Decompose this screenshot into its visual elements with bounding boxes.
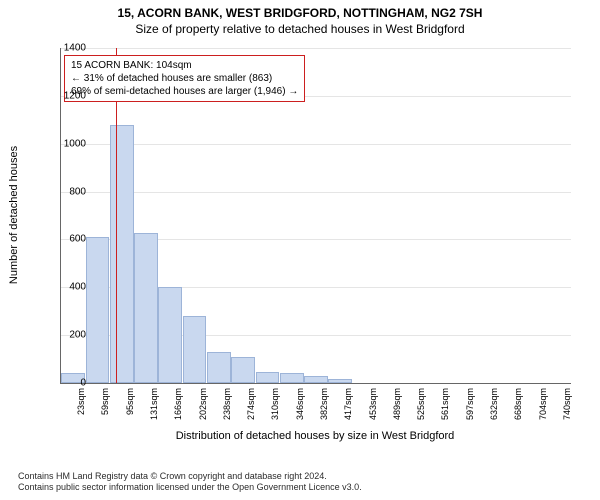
- x-tick-label: 597sqm: [465, 388, 475, 428]
- gridline: [61, 144, 571, 145]
- histogram-bar: [304, 376, 328, 383]
- y-tick-label: 1400: [56, 43, 86, 54]
- x-tick-label: 740sqm: [562, 388, 572, 428]
- histogram-bar: [134, 233, 158, 383]
- y-tick-label: 800: [56, 186, 86, 197]
- info-line-larger: 69% of semi-detached houses are larger (…: [71, 85, 298, 98]
- x-tick-label: 166sqm: [173, 388, 183, 428]
- x-tick-label: 632sqm: [489, 388, 499, 428]
- x-tick-label: 704sqm: [538, 388, 548, 428]
- gridline: [61, 192, 571, 193]
- x-tick-label: 453sqm: [368, 388, 378, 428]
- y-tick-label: 200: [56, 330, 86, 341]
- x-tick-label: 202sqm: [198, 388, 208, 428]
- info-line-smaller: ← 31% of detached houses are smaller (86…: [71, 72, 298, 85]
- x-tick-label: 274sqm: [246, 388, 256, 428]
- footer-line-2: Contains public sector information licen…: [18, 482, 362, 494]
- x-tick-label: 310sqm: [270, 388, 280, 428]
- x-tick-label: 489sqm: [392, 388, 402, 428]
- histogram-bar: [231, 357, 255, 383]
- page-subtitle: Size of property relative to detached ho…: [0, 20, 600, 36]
- histogram-bar: [207, 352, 231, 383]
- histogram-bar: [256, 372, 280, 383]
- property-info-box: 15 ACORN BANK: 104sqm ← 31% of detached …: [64, 55, 305, 102]
- y-axis-label: Number of detached houses: [8, 146, 20, 284]
- y-tick-label: 1200: [56, 90, 86, 101]
- y-tick-label: 1000: [56, 138, 86, 149]
- histogram-bar: [158, 287, 182, 383]
- x-tick-label: 525sqm: [416, 388, 426, 428]
- x-tick-label: 95sqm: [125, 388, 135, 428]
- x-tick-label: 417sqm: [343, 388, 353, 428]
- x-tick-label: 23sqm: [76, 388, 86, 428]
- info-line-size: 15 ACORN BANK: 104sqm: [71, 59, 298, 72]
- histogram-bar: [86, 237, 110, 383]
- x-tick-label: 382sqm: [319, 388, 329, 428]
- x-tick-label: 238sqm: [222, 388, 232, 428]
- footer-line-1: Contains HM Land Registry data © Crown c…: [18, 471, 362, 483]
- y-tick-label: 600: [56, 234, 86, 245]
- y-tick-label: 400: [56, 282, 86, 293]
- attribution-footer: Contains HM Land Registry data © Crown c…: [18, 471, 362, 494]
- x-tick-label: 59sqm: [100, 388, 110, 428]
- histogram-bar: [328, 379, 352, 383]
- x-tick-label: 561sqm: [440, 388, 450, 428]
- x-tick-label: 346sqm: [295, 388, 305, 428]
- page-title-address: 15, ACORN BANK, WEST BRIDGFORD, NOTTINGH…: [0, 0, 600, 20]
- gridline: [61, 48, 571, 49]
- histogram-bar: [280, 373, 304, 383]
- histogram-bar: [110, 125, 134, 383]
- y-tick-label: 0: [56, 378, 86, 389]
- histogram-bar: [183, 316, 207, 383]
- x-tick-label: 668sqm: [513, 388, 523, 428]
- x-tick-label: 131sqm: [149, 388, 159, 428]
- x-axis-label: Distribution of detached houses by size …: [60, 430, 570, 442]
